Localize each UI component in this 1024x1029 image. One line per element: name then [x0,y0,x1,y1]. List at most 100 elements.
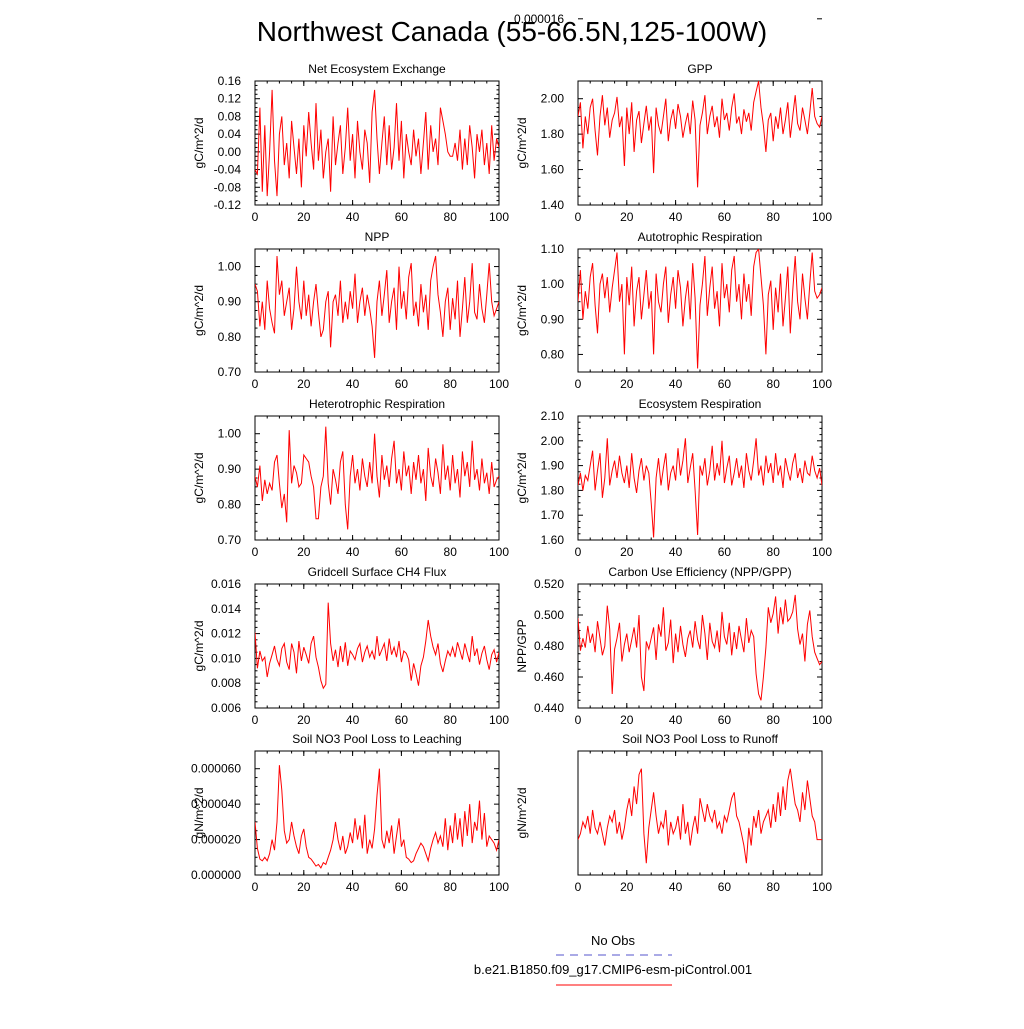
x-tick-label: 100 [489,713,509,727]
x-tick-label: 100 [812,377,832,391]
y-axis-label: gN/m^2/d [192,788,206,839]
x-tick-label: 0 [252,377,259,391]
y-axis-label: gC/m^2/d [192,453,206,504]
x-tick-label: 60 [395,880,409,894]
y-tick-label: 0.000040 [191,797,241,811]
x-tick-label: 80 [767,880,781,894]
chart-panel-2: GPP gC/m^2/d 0 20 40 60 80 100 1.40 1.60 1.80 2.00 [515,62,832,224]
x-tick-label: 0 [252,210,259,224]
panels-grid: Net Ecosystem Exchange gC/m^2/d 0 20 40 60 80 1… [191,12,832,894]
x-tick-label: 100 [489,880,509,894]
y-tick-label: 0.000020 [191,833,241,847]
chart-panel-5: Heterotrophic Respiration gC/m^2/d 0 20 40 60… [192,397,509,559]
x-tick-label: 20 [297,377,311,391]
x-tick-label: 100 [489,377,509,391]
y-tick-label: 0.006 [211,701,241,715]
y-tick-label: 0.520 [534,577,564,591]
x-tick-label: 80 [767,713,781,727]
y-tick-label: 1.00 [218,427,242,441]
x-tick-label: 40 [346,545,360,559]
x-tick-label: 80 [444,545,458,559]
x-tick-label: 20 [620,545,634,559]
x-tick-label: 0 [252,713,259,727]
x-tick-label: 0 [252,545,259,559]
y-tick-label: 0.04 [218,127,242,141]
x-tick-label: 40 [669,880,683,894]
x-tick-label: 0 [575,880,582,894]
y-axis-label: gC/m^2/d [515,285,529,336]
series-line [578,249,822,369]
x-tick-label: 0 [575,377,582,391]
x-tick-label: 100 [489,210,509,224]
y-tick-label: 0.012 [211,627,241,641]
chart-panel-7: Gridcell Surface CH4 Flux gC/m^2/d 0 20 40 60… [192,565,509,727]
y-tick-label: 0.014 [211,602,241,616]
x-tick-label: 40 [346,880,360,894]
series-line [578,594,822,701]
x-tick-label: 40 [669,377,683,391]
chart-title: Soil NO3 Pool Loss to Leaching [292,732,461,746]
series-line [578,81,822,188]
x-tick-label: 20 [297,713,311,727]
y-tick-label: 0.90 [541,312,565,326]
x-tick-label: 0 [252,880,259,894]
y-axis-label: gN/m^2/d [515,788,529,839]
chart-title: GPP [687,62,712,76]
x-tick-label: 60 [718,545,732,559]
series-line [255,255,499,358]
y-tick-label: 0.70 [218,365,242,379]
x-tick-label: 20 [620,713,634,727]
x-tick-label: 80 [444,880,458,894]
y-tick-label: 1.90 [541,459,565,473]
x-tick-label: 40 [669,545,683,559]
y-tick-label: 0.500 [534,608,564,622]
chart-panel-6: Ecosystem Respiration gC/m^2/d 0 20 40 60 80 10… [515,397,832,559]
series-line [255,602,499,690]
y-tick-label: 0.460 [534,670,564,684]
x-tick-label: 100 [489,545,509,559]
y-tick-label: 1.60 [541,533,565,547]
y-tick-label: 1.10 [541,242,565,256]
x-tick-label: 80 [444,713,458,727]
x-tick-label: 0 [575,545,582,559]
y-tick-label: 1.60 [541,163,565,177]
chart-panel-3: NPP gC/m^2/d 0 20 40 60 80 100 0.70 0.80 0.90 1.00 [192,230,509,391]
y-tick-label: -0.04 [214,163,242,177]
x-tick-label: 80 [767,377,781,391]
y-tick-label: 0.12 [218,92,242,106]
x-tick-label: 40 [669,713,683,727]
y-tick-label: 0.008 [211,676,241,690]
x-tick-label: 20 [620,210,634,224]
chart-title: Soil NO3 Pool Loss to Runoff [622,732,779,746]
chart-title: Heterotrophic Respiration [309,397,445,411]
y-tick-label: 0.000000 [191,868,241,882]
x-tick-label: 40 [669,210,683,224]
x-tick-label: 60 [718,377,732,391]
x-tick-label: 20 [297,210,311,224]
y-tick-label: 1.40 [541,198,565,212]
y-axis-label: gC/m^2/d [515,118,529,169]
series-line [578,438,822,538]
y-tick-label: 1.00 [218,260,242,274]
y-tick-label: 0.80 [218,330,242,344]
y-tick-label: 1.00 [541,277,565,291]
x-tick-label: 0 [575,713,582,727]
chart-panel-1: Net Ecosystem Exchange gC/m^2/d 0 20 40 60 80 1… [192,62,509,224]
x-tick-label: 60 [395,545,409,559]
legend: No Obs b.e21.B1850.f09_g17.CMIP6-esm-piC… [474,933,752,986]
chart-title: Carbon Use Efficiency (NPP/GPP) [608,565,791,579]
y-axis-label: gC/m^2/d [192,285,206,336]
chart-panel-9: Soil NO3 Pool Loss to Leaching gN/m^2/d 0 2… [191,732,509,894]
x-tick-label: 80 [444,377,458,391]
chart-panel-4: Autotrophic Respiration gC/m^2/d 0 20 40 60 80… [515,230,832,391]
y-axis-label: gC/m^2/d [192,118,206,169]
y-tick-label: 2.10 [541,409,565,423]
x-tick-label: 60 [718,880,732,894]
y-tick-label: 0.80 [541,347,565,361]
chart-panel-8: Carbon Use Efficiency (NPP/GPP) NPP/GPP 0 2… [515,565,832,727]
y-tick-label: 0.16 [218,74,242,88]
y-tick-label: 0.016 [211,577,241,591]
y-tick-label: 1.80 [541,127,565,141]
x-tick-label: 0 [575,210,582,224]
